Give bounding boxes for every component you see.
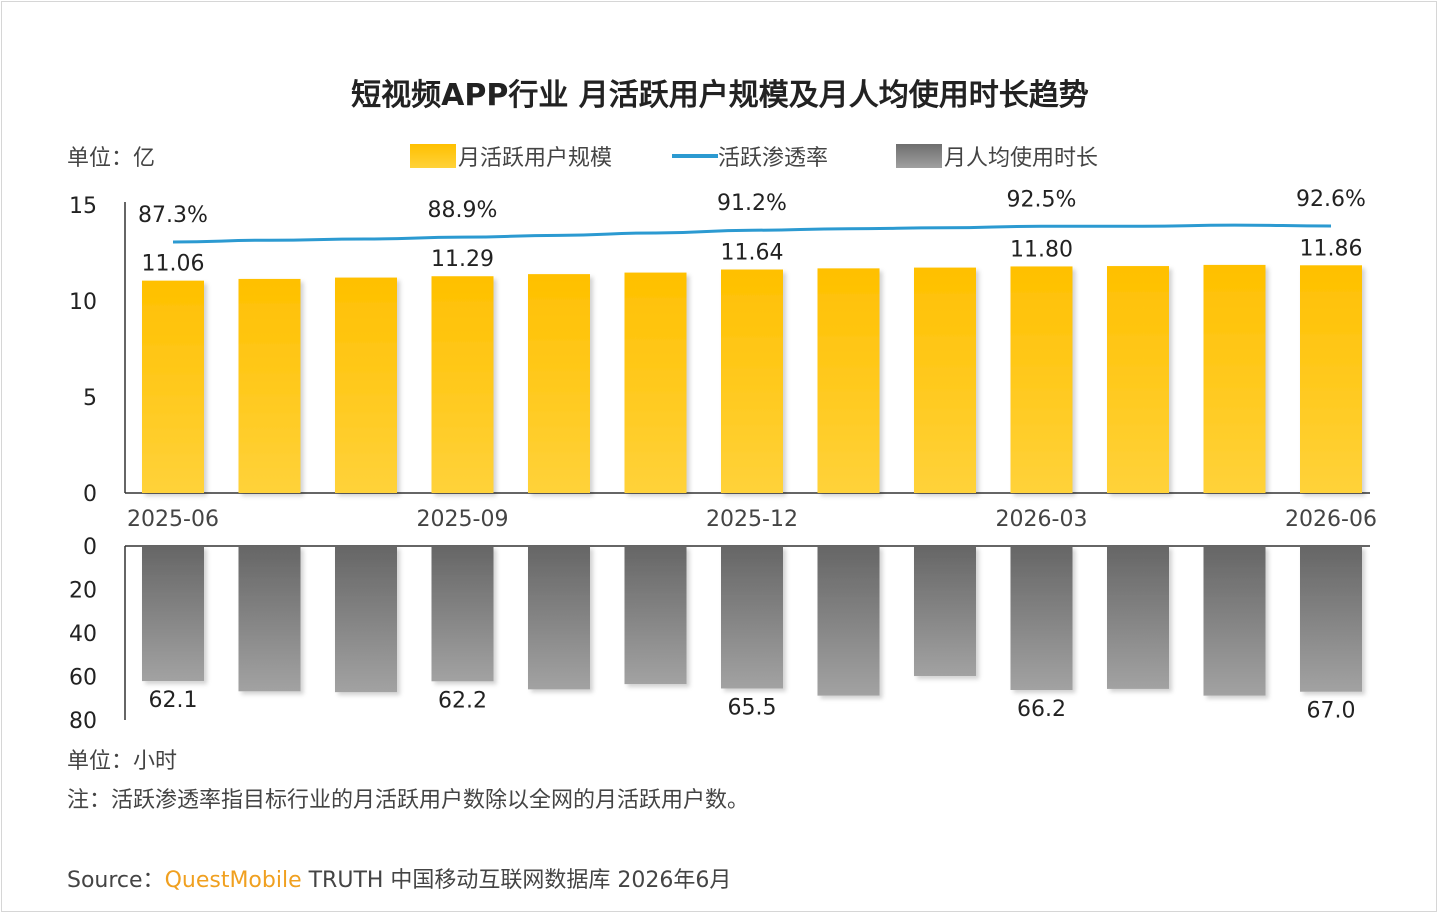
x-tick-label: 2026-03 xyxy=(996,507,1088,532)
usage-bar xyxy=(914,546,976,677)
mau-bar xyxy=(1107,266,1169,493)
usage-bar xyxy=(142,546,204,682)
top-y-tick-label: 5 xyxy=(83,386,97,411)
usage-bar xyxy=(528,546,590,690)
mau-bar xyxy=(914,267,976,493)
usage-bar xyxy=(1010,546,1073,690)
usage-bar xyxy=(238,546,301,692)
mau-data-label: 11.80 xyxy=(1010,237,1073,262)
penetration-data-label: 91.2% xyxy=(717,191,787,216)
usage-data-label: 65.5 xyxy=(728,695,777,720)
mau-bars-group xyxy=(142,264,1362,493)
top-y-tick-label: 15 xyxy=(69,194,97,219)
usage-bar xyxy=(624,546,687,685)
bottom-y-tick-label: 0 xyxy=(83,535,97,560)
mau-bar xyxy=(1300,265,1362,493)
top-y-tick-label: 10 xyxy=(69,290,97,315)
mau-bar xyxy=(721,269,783,493)
legend-swatch-usage xyxy=(896,144,942,168)
footnote: 注：活跃渗透率指目标行业的月活跃用户数除以全网的月活跃用户数。 xyxy=(67,788,750,813)
mau-data-label: 11.29 xyxy=(431,247,494,272)
source-suffix: TRUTH 中国移动互联网数据库 2026年6月 xyxy=(301,868,732,893)
usage-data-label: 67.0 xyxy=(1307,699,1356,724)
mau-bar xyxy=(238,278,301,493)
labels-group: 11.06 11.29 11.64 11.80 11.86 62.1 62.2 65.5 66.… xyxy=(138,187,1366,724)
legend-swatch-penetration xyxy=(672,154,718,158)
usage-bar xyxy=(1300,546,1362,692)
mau-bar xyxy=(817,268,880,493)
mau-bar xyxy=(1203,264,1266,493)
usage-bar xyxy=(431,546,494,682)
x-tick-label: 2025-09 xyxy=(417,507,509,532)
usage-bar xyxy=(335,546,397,693)
usage-bar xyxy=(1107,546,1169,689)
penetration-line xyxy=(172,223,1332,244)
usage-bar xyxy=(1203,546,1266,696)
mau-bar xyxy=(1010,266,1073,493)
mau-bar xyxy=(431,276,494,493)
bottom-y-tick-label: 60 xyxy=(69,666,97,691)
usage-bars-group xyxy=(142,546,1362,696)
usage-bar xyxy=(721,546,783,689)
mau-data-label: 11.64 xyxy=(721,241,784,266)
legend-swatch-mau xyxy=(410,144,456,168)
bottom-y-tick-label: 80 xyxy=(69,709,97,734)
usage-data-label: 66.2 xyxy=(1017,697,1066,722)
bottom-y-tick-label: 40 xyxy=(69,622,97,647)
x-tick-label: 2025-12 xyxy=(706,507,798,532)
mau-data-label: 11.86 xyxy=(1300,236,1363,261)
penetration-data-label: 87.3% xyxy=(138,203,208,228)
usage-data-label: 62.2 xyxy=(438,688,487,713)
source-prefix: Source： xyxy=(67,868,165,893)
penetration-line-group xyxy=(172,223,1332,244)
penetration-data-label: 92.6% xyxy=(1296,187,1366,212)
x-tick-label: 2026-06 xyxy=(1285,507,1377,532)
chart-title: 短视频APP行业 月活跃用户规模及月人均使用时长趋势 xyxy=(351,78,1089,113)
top-unit-label: 单位：亿 xyxy=(67,146,156,171)
usage-bar xyxy=(817,546,880,696)
usage-data-label: 62.1 xyxy=(149,688,198,713)
mau-bar xyxy=(142,280,204,493)
bottom-unit-label: 单位：小时 xyxy=(67,749,178,774)
source-brand: QuestMobile xyxy=(164,868,302,893)
legend-label-mau: 月活跃用户规模 xyxy=(458,146,613,171)
mau-data-label: 11.06 xyxy=(142,252,205,277)
mau-bar xyxy=(528,274,590,493)
source-line: Source：QuestMobile TRUTH 中国移动互联网数据库 2026… xyxy=(67,862,731,894)
penetration-data-label: 92.5% xyxy=(1007,187,1077,212)
x-tick-label: 2025-06 xyxy=(127,507,219,532)
penetration-data-label: 88.9% xyxy=(428,198,498,223)
mau-bar xyxy=(335,277,397,493)
bottom-y-tick-label: 20 xyxy=(69,579,97,604)
top-y-tick-label: 0 xyxy=(83,482,97,507)
legend-label-usage: 月人均使用时长 xyxy=(944,146,1099,171)
legend-label-penetration: 活跃渗透率 xyxy=(718,146,829,171)
mau-bar xyxy=(624,272,687,493)
